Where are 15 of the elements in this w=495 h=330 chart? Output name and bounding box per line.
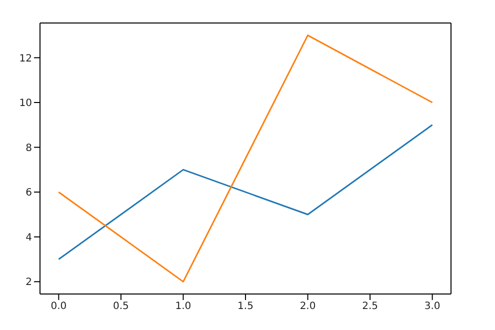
x-tick-label: 3.0 xyxy=(424,301,440,312)
line-series xyxy=(58,34,434,282)
y-tick-label: 12 xyxy=(19,53,32,64)
y-tick-label: 2 xyxy=(26,277,32,288)
x-tick-label: 2.5 xyxy=(362,301,378,312)
y-tick-label: 4 xyxy=(26,232,32,244)
x-tick-label: 0.5 xyxy=(113,301,129,312)
y-tick-label: 10 xyxy=(19,98,32,110)
y-tick-label: 8 xyxy=(26,142,32,154)
line-series xyxy=(58,124,434,260)
x-tick-label: 1.5 xyxy=(238,301,254,312)
x-tick-label: 2.0 xyxy=(300,301,316,312)
x-tick-label: 0.0 xyxy=(50,301,67,312)
x-tick-label: 1.0 xyxy=(175,301,192,312)
y-tick-label: 6 xyxy=(26,188,32,199)
